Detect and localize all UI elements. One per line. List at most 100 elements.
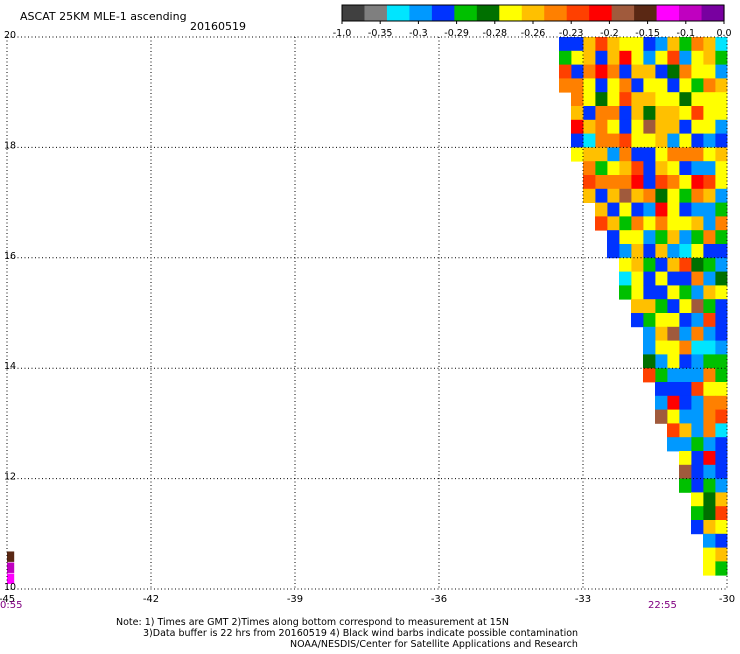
heatmap-cell xyxy=(643,161,656,176)
heatmap-cell xyxy=(715,478,728,493)
heatmap-cell xyxy=(571,78,584,93)
heatmap-cell xyxy=(703,50,716,65)
heatmap-cell xyxy=(715,175,728,190)
heatmap-cell xyxy=(667,37,680,52)
heatmap-cell xyxy=(679,50,692,65)
colorbar-tick-label: -0.1 xyxy=(677,28,696,39)
heatmap-cell xyxy=(703,37,716,52)
heatmap-cell xyxy=(655,119,668,134)
heatmap-cell xyxy=(667,409,680,424)
heatmap-cell xyxy=(571,147,584,162)
heatmap-cell xyxy=(691,395,704,410)
heatmap-cell xyxy=(559,64,572,79)
heatmap-cell xyxy=(679,244,692,259)
heatmap-cell xyxy=(691,50,704,65)
heatmap-cell xyxy=(655,64,668,79)
heatmap-cell xyxy=(703,409,716,424)
heatmap-cell xyxy=(571,37,584,52)
heatmap-cell xyxy=(631,244,644,259)
heatmap-cell xyxy=(655,50,668,65)
heatmap-cell xyxy=(607,147,620,162)
heatmap-cell xyxy=(703,106,716,121)
heatmap-cell xyxy=(631,299,644,314)
heatmap-cell xyxy=(583,50,596,65)
heatmap-cell xyxy=(715,547,728,562)
heatmap-cell xyxy=(655,395,668,410)
heatmap-cell xyxy=(715,561,728,576)
heatmap-cell xyxy=(715,354,728,369)
y-tick-label: 12 xyxy=(4,472,16,483)
colorbar-tick-label: -0.15 xyxy=(635,28,660,39)
heatmap-cell xyxy=(655,188,668,203)
heatmap-cell xyxy=(703,313,716,328)
heatmap-cell xyxy=(667,423,680,438)
colorbar-swatch xyxy=(701,5,725,21)
heatmap-cell xyxy=(679,271,692,286)
heatmap-cell xyxy=(667,271,680,286)
y-tick-label: 14 xyxy=(4,361,16,372)
heatmap-cell xyxy=(607,216,620,231)
heatmap-cell xyxy=(655,78,668,93)
heatmap-cell xyxy=(679,326,692,341)
heatmap-cell xyxy=(643,147,656,162)
heatmap-cell xyxy=(703,451,716,466)
y-tick-label: 16 xyxy=(4,251,16,262)
heatmap-cell xyxy=(643,119,656,134)
heatmap-cell xyxy=(643,230,656,245)
heatmap-cell xyxy=(595,133,608,148)
heatmap-cell xyxy=(679,340,692,355)
heatmap-cell xyxy=(619,147,632,162)
heatmap-cell xyxy=(655,244,668,259)
time-label-left: 0:55 xyxy=(0,600,22,611)
heatmap-cell xyxy=(619,64,632,79)
heatmap-cell xyxy=(631,271,644,286)
heatmap-cell xyxy=(703,492,716,507)
heatmap-cell xyxy=(643,285,656,300)
heatmap-cell xyxy=(679,382,692,397)
heatmap-cell xyxy=(715,492,728,507)
heatmap-cell xyxy=(571,64,584,79)
heatmap-cell xyxy=(595,216,608,231)
heatmap-cell xyxy=(679,451,692,466)
heatmap-cell xyxy=(619,78,632,93)
heatmap-cell xyxy=(679,354,692,369)
heatmap-cell xyxy=(643,244,656,259)
heatmap-cell xyxy=(655,161,668,176)
graticule-grid xyxy=(6,36,728,590)
colorbar-tick-label: -0.23 xyxy=(559,28,584,39)
heatmap-cell xyxy=(667,188,680,203)
heatmap-cell xyxy=(679,409,692,424)
heatmap-cell xyxy=(691,437,704,452)
heatmap-cell xyxy=(631,188,644,203)
heatmap-cell xyxy=(691,409,704,424)
heatmap-cell xyxy=(703,188,716,203)
heatmap-cell xyxy=(691,354,704,369)
heatmap-cell xyxy=(619,230,632,245)
heatmap-cell xyxy=(715,299,728,314)
heatmap-cell xyxy=(583,188,596,203)
heatmap-cell xyxy=(715,395,728,410)
heatmap-cell xyxy=(571,119,584,134)
heatmap-cell xyxy=(703,244,716,259)
heatmap-cell xyxy=(619,133,632,148)
heatmap-cell xyxy=(607,64,620,79)
axis-tick-labels: -45 -42 -39 -36 -33 -30 10 12 14 16 18 20 xyxy=(0,30,735,605)
heatmap-cell xyxy=(703,368,716,383)
heatmap-cell xyxy=(655,230,668,245)
heatmap-cell xyxy=(691,313,704,328)
heatmap-cell xyxy=(679,119,692,134)
heatmap-cell xyxy=(715,340,728,355)
heatmap-cell xyxy=(631,37,644,52)
heatmap-cell xyxy=(679,423,692,438)
heatmap-cell xyxy=(655,313,668,328)
heatmap-cell xyxy=(619,106,632,121)
heatmap-cell xyxy=(691,78,704,93)
heatmap-cell xyxy=(607,230,620,245)
heatmap-cell xyxy=(715,257,728,272)
heatmap-cell xyxy=(595,175,608,190)
heatmap-cell xyxy=(679,147,692,162)
footer-note-line2: 3)Data buffer is 22 hrs from 20160519 4)… xyxy=(143,628,578,639)
heatmap-cell xyxy=(679,437,692,452)
heatmap-cell xyxy=(691,147,704,162)
